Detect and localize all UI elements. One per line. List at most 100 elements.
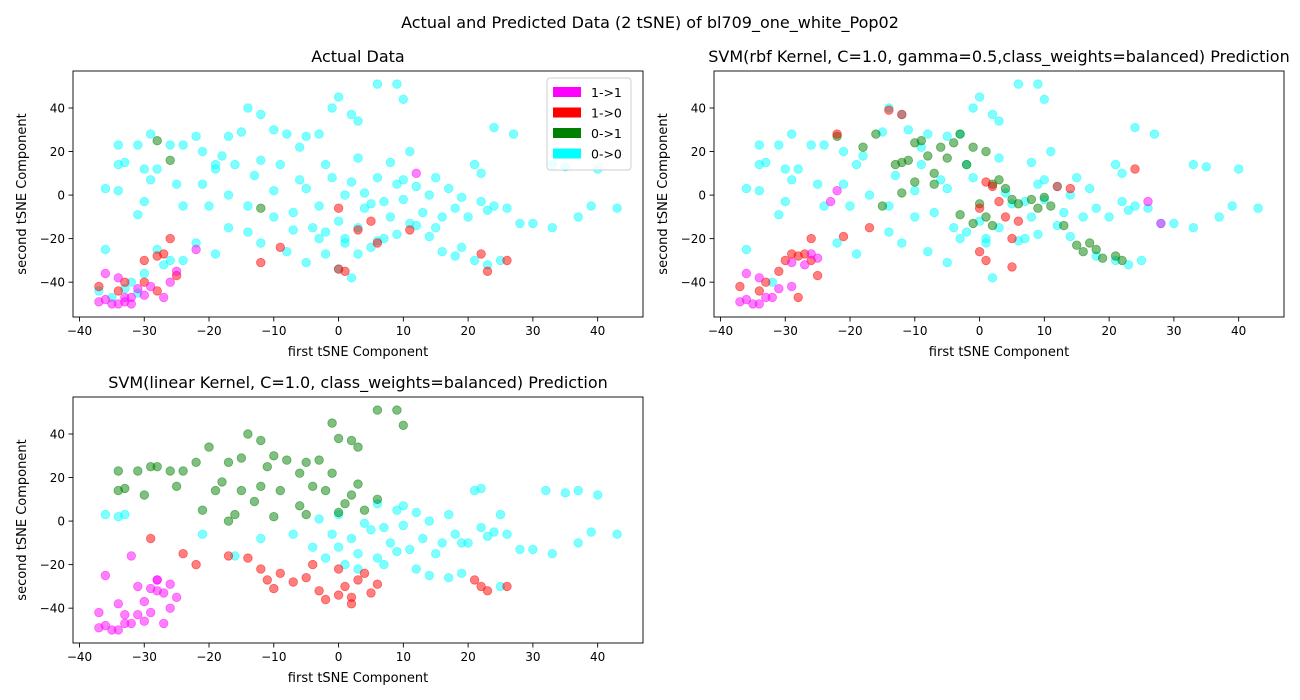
scatter-point-0-to-0 [1123, 205, 1134, 216]
scatter-point-1-to-1 [158, 588, 169, 598]
scatter-point-0-to-0 [923, 246, 933, 257]
scatter-point-1-to-1 [165, 603, 175, 613]
scatter-point-0-to-0 [431, 549, 441, 559]
scatter-point-0-to-0 [340, 559, 350, 570]
scatter-point-0-to-0 [385, 212, 396, 222]
scatter-point-0-to-1 [327, 468, 337, 478]
scatter-point-0-to-1 [204, 442, 214, 452]
scatter-point-1-to-0 [793, 292, 803, 303]
scatter-point-1-to-1 [767, 292, 778, 303]
x-tick-label: 30 [525, 324, 540, 338]
scatter-point-0-to-0 [858, 151, 868, 161]
scatter-point-0-to-0 [832, 238, 842, 248]
scatter-point-0-to-0 [405, 146, 415, 157]
scatter-point-0-to-0 [612, 529, 622, 539]
scatter-point-1-to-0 [320, 594, 331, 605]
y-tick-label: 20 [691, 145, 706, 159]
scatter-point-0-to-0 [476, 483, 486, 494]
x-tick-label: 30 [525, 650, 540, 664]
scatter-point-1-to-1 [139, 596, 150, 607]
scatter-point-0-to-0 [320, 553, 331, 563]
y-tick-label: −20 [40, 558, 65, 572]
scatter-point-1-to-0 [974, 246, 985, 257]
scatter-point-0-to-0 [489, 527, 499, 537]
scatter-point-0-to-0 [1065, 231, 1076, 242]
x-tick-label: 40 [590, 324, 605, 338]
scatter-point-0-to-0 [450, 203, 460, 213]
scatter-point-0-to-0 [327, 172, 337, 183]
scatter-point-0-to-1 [372, 405, 383, 415]
scatter-point-0-to-1 [320, 485, 331, 496]
scatter-point-0-to-1 [1033, 203, 1043, 213]
scatter-point-0-to-1 [152, 135, 162, 146]
scatter-point-0-to-1 [372, 494, 383, 505]
scatter-point-0-to-0 [916, 159, 927, 170]
scatter-point-0-to-0 [275, 159, 286, 170]
scatter-point-0-to-1 [1046, 201, 1056, 211]
scatter-point-1-to-1 [171, 266, 182, 277]
scatter-point-0-to-0 [333, 542, 344, 552]
scatter-point-0-to-0 [282, 129, 292, 139]
scatter-point-1-to-1 [100, 268, 111, 279]
plot-title: SVM(linear Kernel, C=1.0, class_weights=… [108, 373, 608, 393]
scatter-point-1-to-1 [100, 620, 111, 631]
scatter-point-0-to-0 [301, 183, 311, 194]
scatter-point-0-to-0 [437, 246, 447, 257]
scatter-point-0-to-0 [359, 188, 370, 198]
scatter-point-0-to-1 [346, 435, 357, 446]
scatter-point-0-to-0 [541, 485, 551, 496]
scatter-point-0-to-1 [981, 212, 991, 222]
scatter-point-0-to-0 [612, 203, 622, 213]
scatter-point-0-to-0 [476, 522, 486, 533]
scatter-point-0-to-0 [780, 196, 791, 207]
scatter-point-1-to-0 [838, 231, 849, 242]
scatter-point-1-to-0 [1013, 216, 1024, 226]
scatter-point-0-to-1 [256, 203, 266, 213]
x-tick-label: −40 [708, 324, 733, 338]
scatter-point-0-to-1 [929, 179, 939, 189]
scatter-point-0-to-0 [489, 201, 499, 211]
scatter-point-1-to-0 [974, 203, 985, 213]
scatter-point-0-to-0 [1130, 122, 1140, 133]
scatter-point-0-to-0 [340, 238, 350, 248]
scatter-point-0-to-1 [171, 481, 182, 492]
scatter-point-0-to-0 [774, 140, 784, 150]
x-tick-label: 30 [1166, 324, 1181, 338]
scatter-point-1-to-0 [178, 549, 188, 559]
scatter-point-1-to-0 [366, 588, 376, 598]
scatter-point-0-to-1 [353, 442, 363, 452]
x-tick-label: −20 [196, 650, 221, 664]
scatter-point-1-to-1 [139, 290, 150, 300]
scatter-point-0-to-0 [812, 179, 823, 189]
y-tick-label: −20 [681, 232, 706, 246]
scatter-point-0-to-1 [949, 138, 959, 148]
scatter-point-1-to-0 [812, 270, 823, 281]
scatter-point-0-to-0 [418, 207, 428, 218]
scatter-point-0-to-0 [1253, 203, 1263, 213]
scatter-point-0-to-0 [288, 529, 298, 539]
scatter-point-0-to-0 [1013, 79, 1024, 89]
scatter-point-0-to-1 [249, 496, 260, 507]
scatter-point-0-to-0 [314, 233, 324, 244]
scatter-point-0-to-0 [961, 227, 972, 237]
scatter-point-0-to-0 [366, 242, 376, 253]
scatter-point-0-to-0 [1071, 172, 1082, 183]
scatter-point-0-to-0 [385, 538, 396, 548]
axes-frame [72, 396, 644, 644]
scatter-point-1-to-0 [987, 181, 998, 192]
scatter-point-0-to-0 [456, 192, 467, 203]
scatter-point-0-to-1 [398, 420, 409, 431]
scatter-point-1-to-1 [165, 579, 175, 589]
scatter-point-0-to-0 [165, 140, 175, 150]
x-tick-label: 20 [460, 324, 475, 338]
scatter-point-0-to-0 [171, 179, 182, 189]
scatter-point-0-to-0 [197, 529, 208, 539]
scatter-point-0-to-1 [308, 481, 318, 492]
scatter-point-0-to-1 [275, 485, 286, 496]
legend-label: 1->1 [591, 85, 622, 100]
scatter-point-0-to-0 [573, 538, 583, 548]
scatter-point-0-to-0 [1039, 94, 1050, 105]
scatter-point-0-to-0 [936, 175, 946, 185]
scatter-point-1-to-0 [981, 255, 991, 266]
scatter-point-1-to-1 [152, 575, 162, 585]
